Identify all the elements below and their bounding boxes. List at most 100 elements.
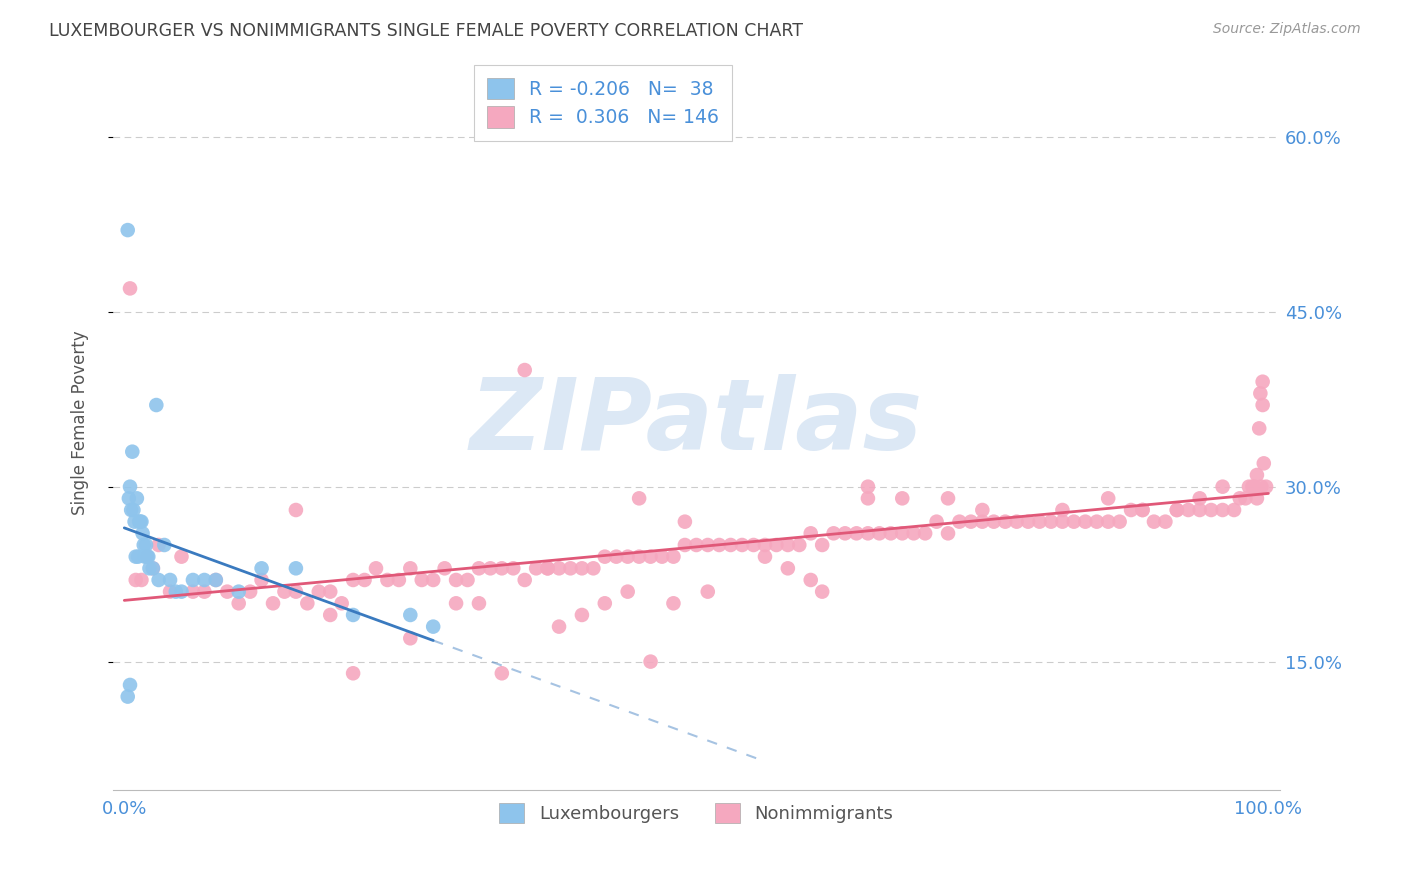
Point	[170, 549, 193, 564]
Point	[118, 491, 141, 506]
Point	[120, 503, 142, 517]
Point	[1241, 480, 1264, 494]
Point	[1132, 503, 1154, 517]
Point	[765, 538, 787, 552]
Point	[1005, 515, 1028, 529]
Point	[1212, 480, 1234, 494]
Point	[1251, 375, 1274, 389]
Point	[181, 573, 204, 587]
Point	[776, 561, 799, 575]
Point	[284, 561, 307, 575]
Point	[1253, 456, 1275, 470]
Point	[1154, 515, 1177, 529]
Point	[1254, 480, 1277, 494]
Point	[754, 549, 776, 564]
Point	[118, 281, 141, 295]
Point	[571, 561, 593, 575]
Point	[709, 538, 731, 552]
Point	[800, 526, 823, 541]
Point	[131, 526, 153, 541]
Point	[239, 584, 262, 599]
Point	[560, 561, 582, 575]
Point	[491, 561, 513, 575]
Point	[145, 398, 167, 412]
Legend: Luxembourgers, Nonimmigrants: Luxembourgers, Nonimmigrants	[486, 789, 907, 836]
Point	[121, 444, 143, 458]
Point	[1028, 515, 1050, 529]
Point	[125, 573, 148, 587]
Point	[342, 666, 364, 681]
Point	[399, 632, 422, 646]
Point	[1108, 515, 1130, 529]
Point	[914, 526, 936, 541]
Point	[720, 538, 742, 552]
Point	[262, 596, 284, 610]
Point	[948, 515, 970, 529]
Point	[342, 607, 364, 622]
Point	[136, 549, 159, 564]
Point	[250, 561, 273, 575]
Point	[128, 515, 150, 529]
Point	[1249, 386, 1271, 401]
Point	[845, 526, 868, 541]
Point	[1237, 480, 1260, 494]
Point	[1097, 491, 1119, 506]
Point	[605, 549, 627, 564]
Point	[1223, 503, 1246, 517]
Point	[124, 515, 146, 529]
Point	[457, 573, 479, 587]
Point	[148, 538, 170, 552]
Point	[868, 526, 890, 541]
Point	[1246, 468, 1268, 483]
Point	[125, 491, 148, 506]
Point	[204, 573, 226, 587]
Point	[823, 526, 845, 541]
Point	[731, 538, 754, 552]
Point	[159, 573, 181, 587]
Point	[972, 515, 994, 529]
Point	[127, 549, 149, 564]
Point	[136, 549, 159, 564]
Point	[651, 549, 673, 564]
Point	[696, 584, 718, 599]
Point	[122, 503, 145, 517]
Point	[1199, 503, 1222, 517]
Point	[891, 526, 914, 541]
Point	[742, 538, 765, 552]
Point	[891, 491, 914, 506]
Point	[159, 584, 181, 599]
Point	[468, 561, 491, 575]
Text: Source: ZipAtlas.com: Source: ZipAtlas.com	[1213, 22, 1361, 37]
Point	[284, 503, 307, 517]
Point	[377, 573, 399, 587]
Point	[364, 561, 387, 575]
Point	[142, 561, 165, 575]
Y-axis label: Single Female Poverty: Single Female Poverty	[72, 330, 89, 515]
Point	[983, 515, 1005, 529]
Point	[399, 561, 422, 575]
Point	[582, 561, 605, 575]
Point	[524, 561, 547, 575]
Point	[181, 584, 204, 599]
Point	[135, 538, 157, 552]
Point	[536, 561, 558, 575]
Point	[125, 549, 148, 564]
Point	[754, 538, 776, 552]
Point	[204, 573, 226, 587]
Point	[696, 538, 718, 552]
Point	[148, 573, 170, 587]
Point	[1063, 515, 1085, 529]
Point	[330, 596, 353, 610]
Point	[134, 549, 156, 564]
Point	[1212, 503, 1234, 517]
Point	[936, 526, 959, 541]
Point	[1188, 503, 1211, 517]
Point	[673, 515, 696, 529]
Point	[117, 690, 139, 704]
Point	[250, 573, 273, 587]
Point	[170, 584, 193, 599]
Point	[297, 596, 319, 610]
Point	[800, 573, 823, 587]
Point	[1119, 503, 1142, 517]
Point	[548, 561, 571, 575]
